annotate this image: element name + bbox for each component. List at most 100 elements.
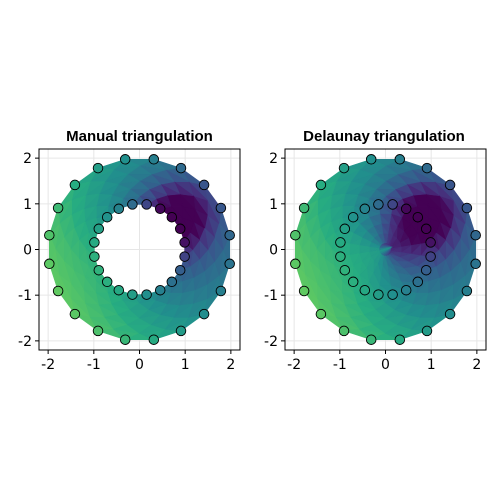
- data-point-inner: [101, 276, 113, 288]
- data-point-inner: [400, 203, 412, 215]
- filled-triangle: [460, 223, 470, 250]
- data-point-outer: [69, 308, 81, 320]
- data-point-inner: [113, 203, 125, 215]
- data-point-outer: [315, 308, 327, 320]
- data-point-inner: [127, 289, 138, 300]
- data-point-inner: [141, 199, 152, 210]
- data-point-outer: [92, 162, 104, 174]
- data-point-outer: [148, 334, 160, 345]
- y-tick-label: 2: [269, 151, 278, 167]
- data-point-outer: [52, 202, 64, 214]
- data-point-inner: [101, 211, 113, 223]
- y-tick-label: -1: [264, 288, 278, 304]
- axis-ticks: -2 -1 0 1 2 -2 -1 0 1 2: [18, 151, 235, 373]
- data-point-inner: [154, 284, 166, 296]
- data-point-inner: [166, 211, 178, 223]
- data-point-inner: [359, 203, 371, 215]
- data-point-inner: [89, 237, 100, 248]
- data-point-inner: [420, 223, 432, 235]
- data-point-outer: [394, 334, 406, 345]
- panel-title: Manual triangulation: [66, 128, 213, 145]
- data-point-inner: [339, 223, 351, 235]
- panel-delaunay-triangulation: Delaunay triangulation -2 -1 0 1 2 -2 -1 0 1 2: [264, 128, 487, 373]
- data-point-inner: [93, 264, 105, 276]
- data-point-inner: [400, 284, 412, 296]
- y-tick-label: 2: [23, 151, 32, 167]
- data-point-outer: [298, 285, 310, 297]
- x-tick-label: 1: [427, 357, 436, 373]
- data-point-outer: [119, 154, 131, 165]
- y-tick-label: -2: [18, 334, 32, 350]
- x-tick-label: -1: [87, 357, 101, 373]
- data-point-inner: [347, 211, 359, 223]
- data-points: [290, 154, 481, 345]
- data-point-inner: [425, 237, 436, 248]
- y-tick-label: -1: [18, 288, 32, 304]
- x-tick-label: -2: [287, 357, 301, 373]
- data-point-outer: [215, 285, 227, 297]
- data-point-outer: [394, 154, 406, 165]
- x-tick-label: 2: [226, 357, 235, 373]
- data-point-outer: [119, 334, 131, 345]
- panel-manual-triangulation: Manual triangulation -2 -1 0 1 2 -2 -1 0 1 2: [18, 128, 241, 373]
- data-point-inner: [174, 264, 186, 276]
- data-point-outer: [365, 334, 377, 345]
- data-point-outer: [444, 179, 456, 191]
- data-point-outer: [315, 179, 327, 191]
- data-point-outer: [470, 258, 481, 270]
- filled-triangle: [199, 228, 209, 250]
- data-point-outer: [175, 162, 187, 174]
- data-point-inner: [141, 289, 152, 300]
- y-tick-label: 1: [269, 197, 278, 213]
- data-point-outer: [198, 308, 210, 320]
- data-point-outer: [421, 325, 433, 337]
- data-point-inner: [359, 284, 371, 296]
- data-point-outer: [290, 229, 301, 241]
- data-point-inner: [166, 276, 178, 288]
- data-point-outer: [215, 202, 227, 214]
- data-point-inner: [387, 289, 398, 300]
- data-point-inner: [347, 276, 359, 288]
- data-point-inner: [335, 237, 346, 248]
- data-point-inner: [425, 251, 436, 262]
- filled-triangle: [391, 246, 393, 251]
- data-point-outer: [338, 325, 350, 337]
- data-point-inner: [179, 251, 190, 262]
- data-point-inner: [179, 237, 190, 248]
- data-point-inner: [412, 211, 424, 223]
- data-point-inner: [89, 251, 100, 262]
- y-tick-label: 0: [269, 243, 278, 259]
- data-point-inner: [412, 276, 424, 288]
- data-point-outer: [92, 325, 104, 337]
- y-tick-label: -2: [264, 334, 278, 350]
- data-point-inner: [420, 264, 432, 276]
- x-tick-label: 0: [135, 357, 144, 373]
- filled-triangle: [214, 223, 224, 250]
- data-point-outer: [224, 258, 235, 270]
- data-point-outer: [421, 162, 433, 174]
- data-point-inner: [93, 223, 105, 235]
- data-point-outer: [461, 285, 473, 297]
- filled-triangles: [294, 159, 477, 341]
- x-tick-label: -1: [333, 357, 347, 373]
- data-point-inner: [339, 264, 351, 276]
- data-point-inner: [113, 284, 125, 296]
- filled-triangle: [445, 228, 455, 250]
- x-tick-label: -2: [41, 357, 55, 373]
- data-point-outer: [338, 162, 350, 174]
- data-point-outer: [365, 154, 377, 165]
- data-point-outer: [224, 229, 235, 241]
- data-point-outer: [198, 179, 210, 191]
- data-point-inner: [335, 251, 346, 262]
- data-point-outer: [44, 229, 55, 241]
- y-tick-label: 0: [23, 243, 32, 259]
- x-tick-label: 2: [472, 357, 481, 373]
- data-point-inner: [154, 203, 166, 215]
- panel-title: Delaunay triangulation: [303, 128, 465, 145]
- data-point-outer: [69, 179, 81, 191]
- data-points: [44, 154, 235, 345]
- data-point-outer: [444, 308, 456, 320]
- y-tick-label: 1: [23, 197, 32, 213]
- x-tick-label: 0: [381, 357, 390, 373]
